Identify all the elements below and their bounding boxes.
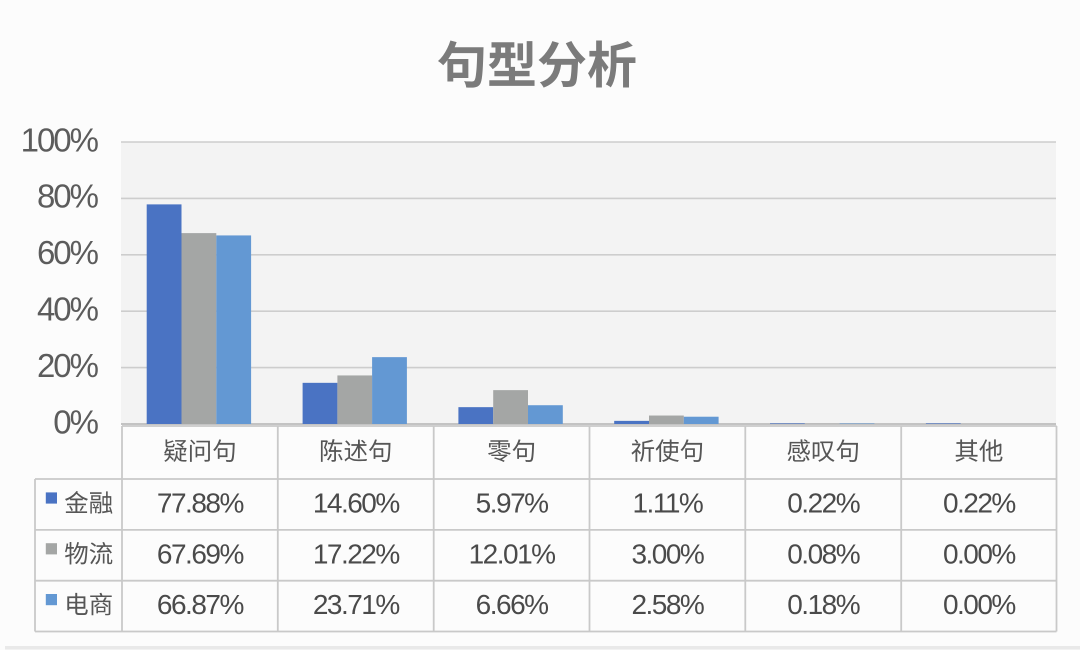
svg-text:60%: 60% bbox=[37, 234, 99, 271]
svg-text:0.00%: 0.00% bbox=[943, 538, 1015, 569]
svg-text:6.66%: 6.66% bbox=[476, 589, 548, 620]
svg-text:77.88%: 77.88% bbox=[157, 488, 244, 519]
svg-text:14.60%: 14.60% bbox=[313, 488, 400, 519]
svg-text:66.87%: 66.87% bbox=[157, 589, 244, 620]
svg-text:0.18%: 0.18% bbox=[787, 589, 859, 620]
svg-text:67.69%: 67.69% bbox=[157, 538, 244, 569]
svg-text:20%: 20% bbox=[37, 347, 99, 384]
svg-text:0%: 0% bbox=[53, 403, 98, 440]
svg-text:80%: 80% bbox=[37, 178, 99, 215]
svg-text:0.22%: 0.22% bbox=[943, 488, 1015, 519]
svg-text:23.71%: 23.71% bbox=[313, 589, 400, 620]
svg-text:5.97%: 5.97% bbox=[476, 488, 548, 519]
svg-text:40%: 40% bbox=[37, 291, 99, 328]
svg-text:17.22%: 17.22% bbox=[313, 538, 400, 569]
svg-text:0.08%: 0.08% bbox=[787, 538, 859, 569]
svg-text:12.01%: 12.01% bbox=[469, 538, 556, 569]
svg-text:3.00%: 3.00% bbox=[631, 538, 703, 569]
svg-text:0.22%: 0.22% bbox=[787, 488, 859, 519]
svg-text:1.11%: 1.11% bbox=[632, 488, 702, 519]
svg-text:100%: 100% bbox=[21, 121, 99, 158]
svg-text:0.00%: 0.00% bbox=[943, 589, 1015, 620]
svg-text:2.58%: 2.58% bbox=[631, 589, 703, 620]
